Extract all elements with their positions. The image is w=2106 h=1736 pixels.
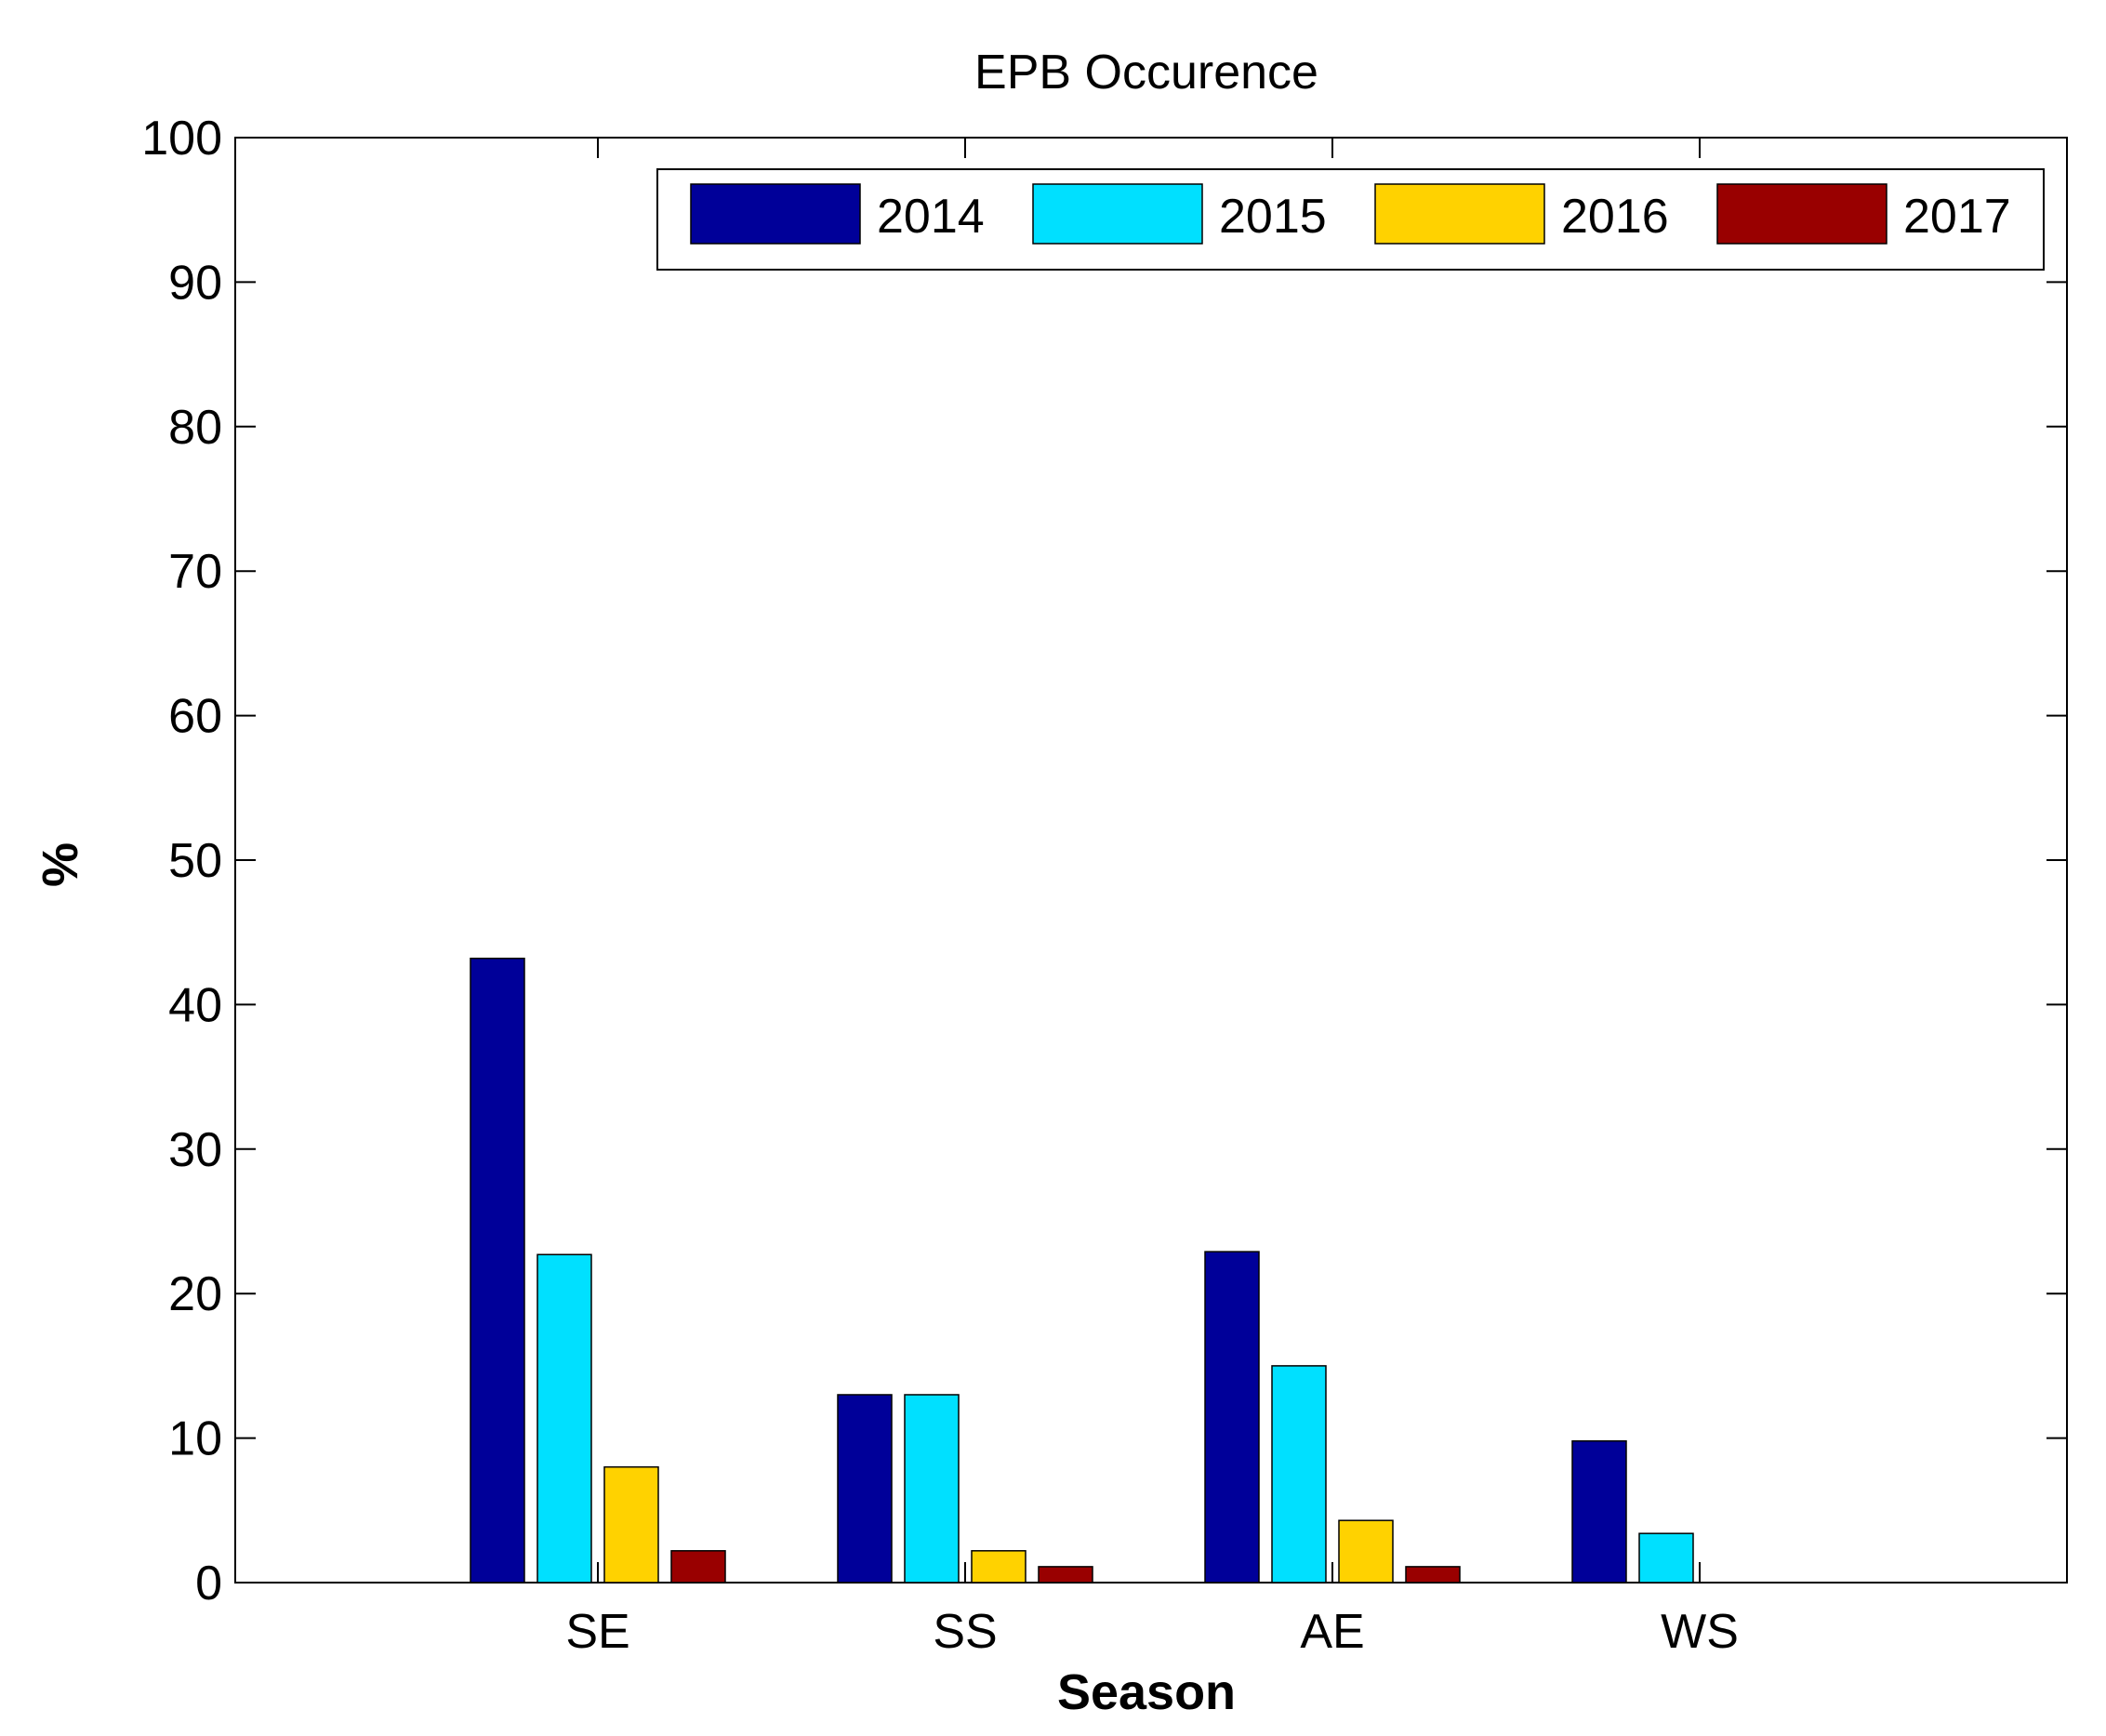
legend-swatch-2014: [690, 183, 861, 245]
y-tick-label: 0: [195, 1557, 222, 1610]
bar-2015-SS: [904, 1394, 960, 1584]
y-tick-label: 30: [168, 1123, 222, 1177]
legend-swatch-2015: [1032, 183, 1203, 245]
y-tick-label: 50: [168, 834, 222, 888]
legend-label-2017: 2017: [1903, 190, 2011, 244]
bar-2017-AE: [1405, 1566, 1461, 1584]
bar-2017-SE: [670, 1550, 726, 1584]
bar-2016-SE: [603, 1465, 659, 1584]
y-tick-label: 80: [168, 401, 222, 455]
y-axis-label: %: [33, 842, 88, 887]
y-tick-label: 40: [168, 978, 222, 1032]
bar-2015-AE: [1271, 1365, 1327, 1584]
legend-swatch-2016: [1374, 183, 1545, 245]
y-tick-label: 60: [168, 690, 222, 744]
legend-label-2016: 2016: [1561, 190, 1669, 244]
y-tick-label: 20: [168, 1267, 222, 1321]
y-tick-label: 10: [168, 1412, 222, 1466]
plot-area: 0 10 20 30 40 50 60 70 80 90 100 SE SS AE WS 2014 2015 20…: [141, 112, 2068, 1659]
y-tick-label: 70: [168, 545, 222, 599]
bar-2015-SE: [536, 1253, 592, 1584]
legend-label-2014: 2014: [877, 190, 985, 244]
x-tick-label: SE: [565, 1605, 629, 1659]
bar-2016-AE: [1338, 1519, 1394, 1584]
y-tick-label: 90: [168, 256, 222, 310]
bar-2017-SS: [1038, 1566, 1093, 1584]
bar-2014-WS: [1571, 1439, 1627, 1584]
legend-label-2015: 2015: [1219, 190, 1327, 244]
legend-swatch-2017: [1716, 183, 1887, 245]
bar-2015-WS: [1638, 1532, 1694, 1584]
chart-title: EPB Occurence: [974, 46, 1318, 99]
x-axis-label: Season: [1057, 1664, 1236, 1720]
bar-2016-SS: [971, 1550, 1027, 1584]
bar-2014-SE: [470, 957, 525, 1584]
x-tick-label: SS: [933, 1605, 997, 1659]
bar-2014-AE: [1204, 1251, 1260, 1584]
x-tick-label: WS: [1661, 1605, 1739, 1659]
x-tick-label: AE: [1300, 1605, 1364, 1659]
bar-2014-SS: [837, 1394, 893, 1584]
y-tick-label: 100: [141, 112, 222, 166]
